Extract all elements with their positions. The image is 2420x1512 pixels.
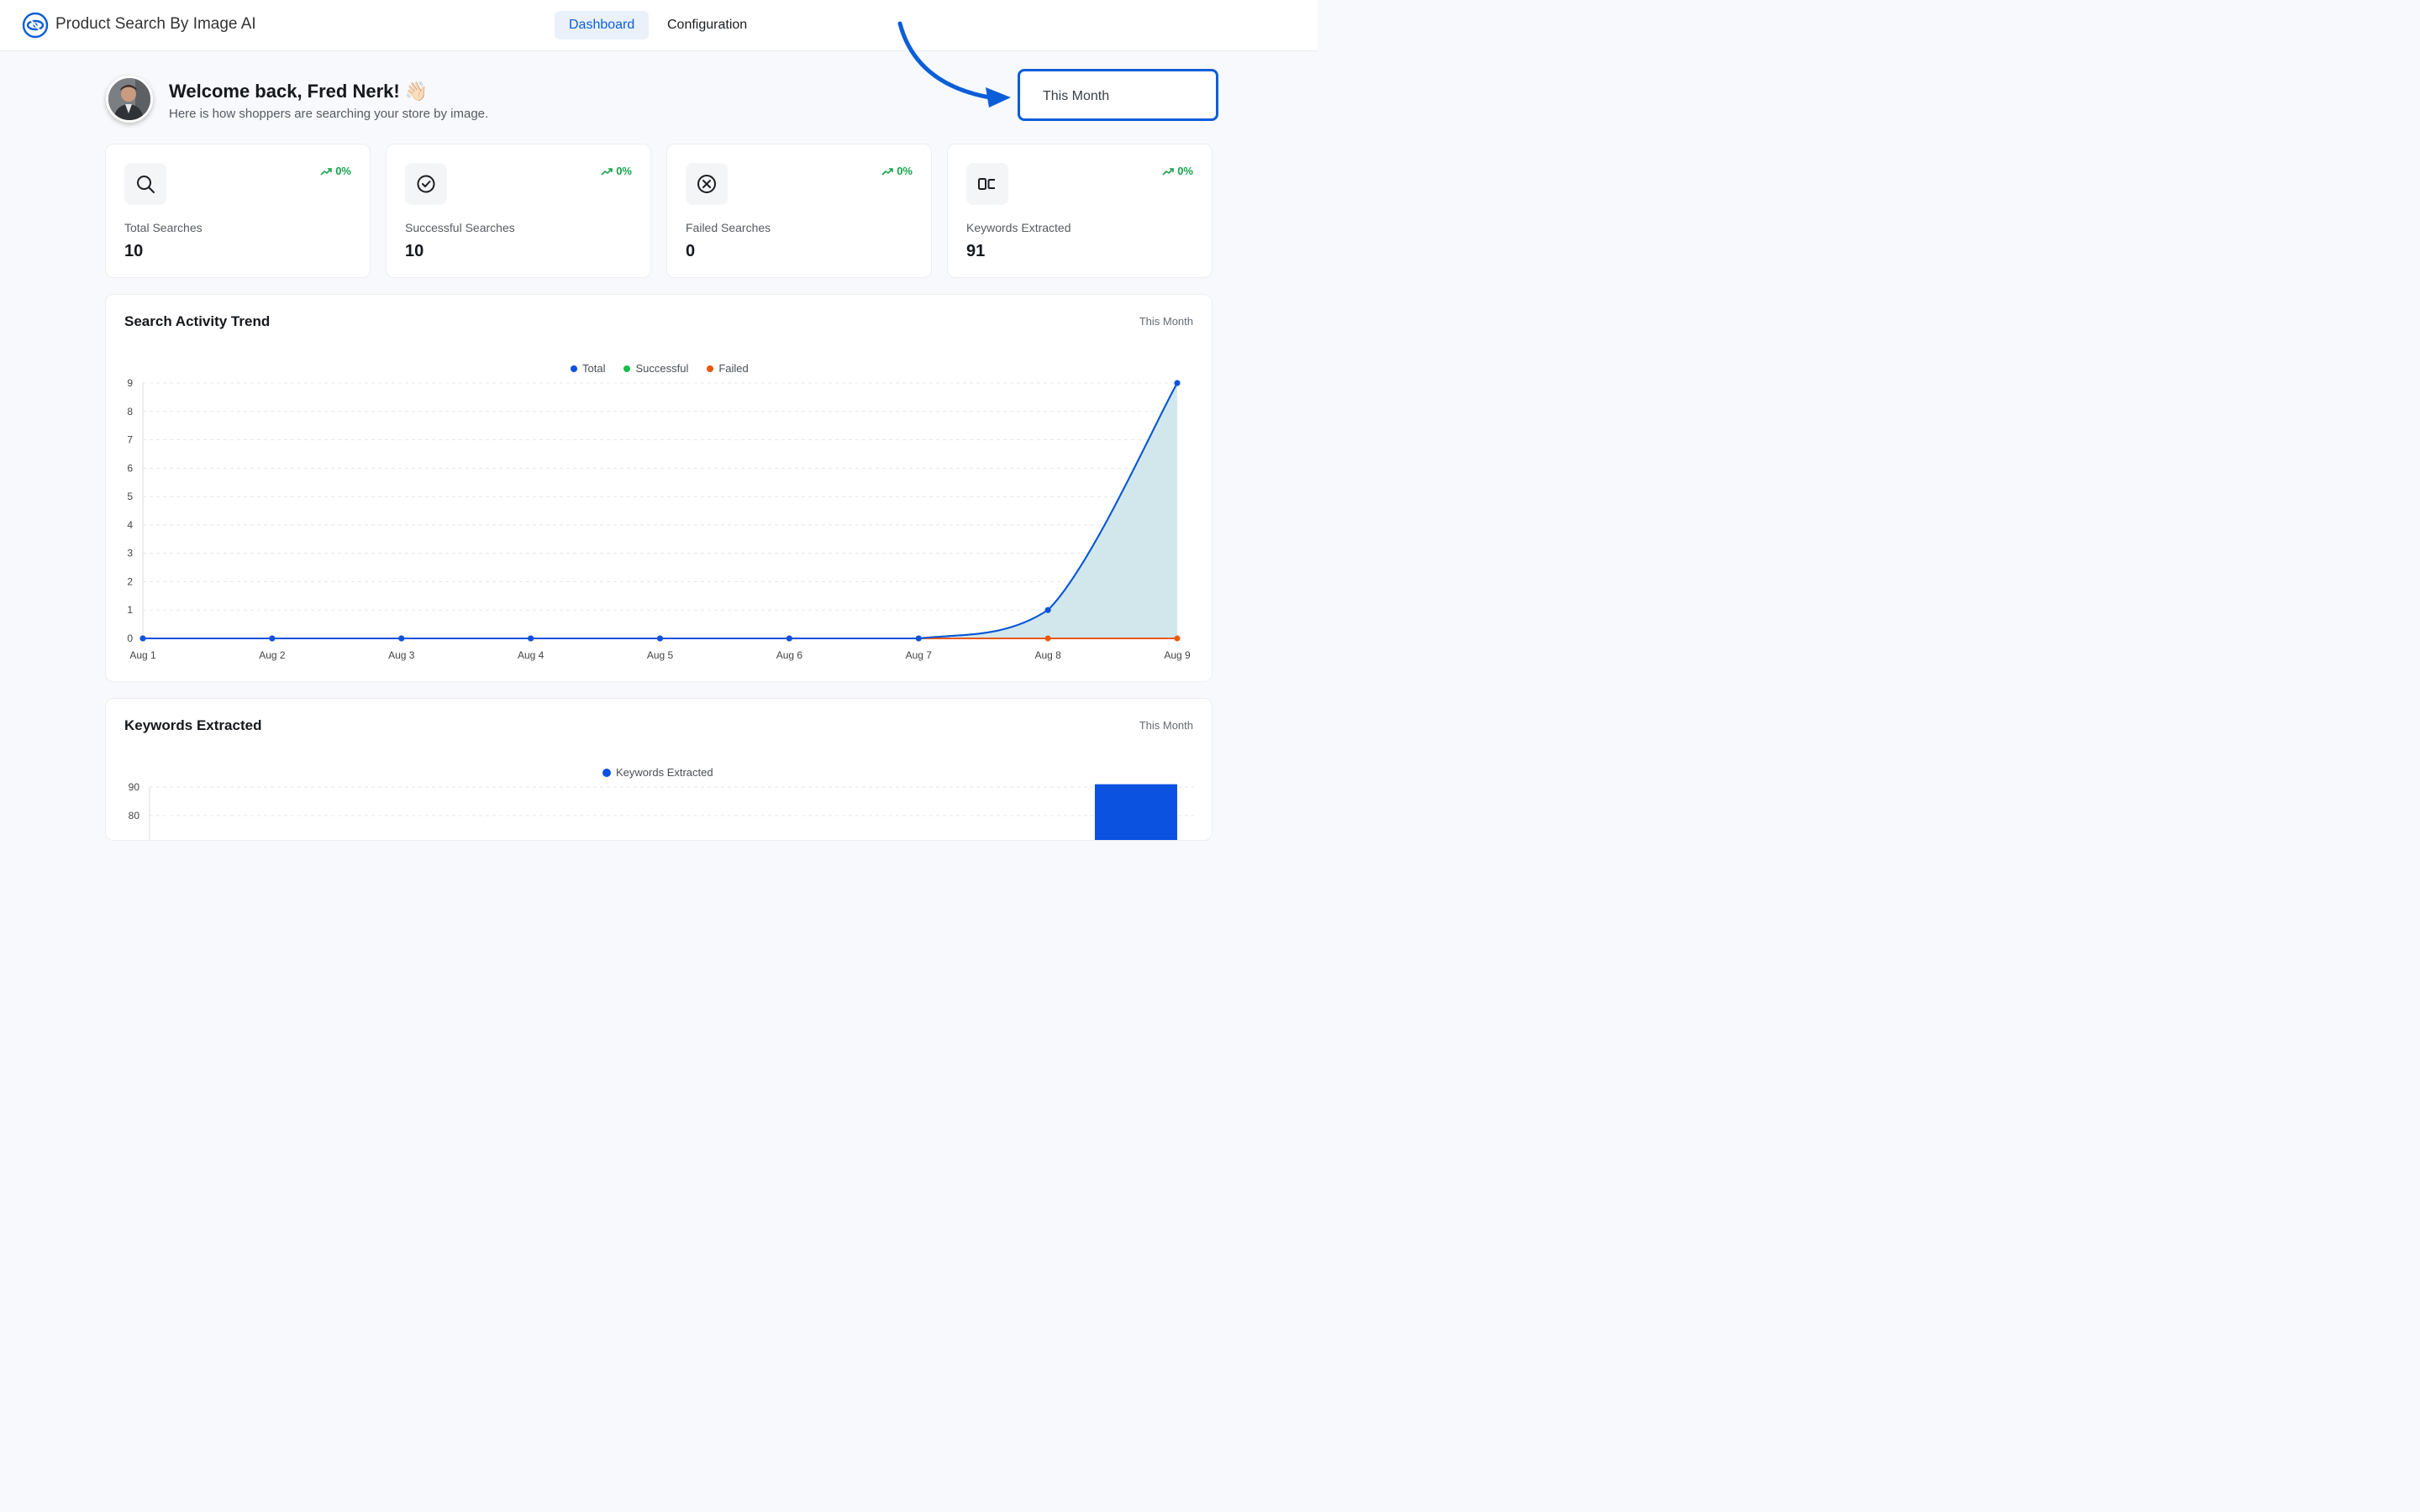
data-point-total bbox=[1044, 606, 1051, 613]
x-circle-icon bbox=[697, 175, 716, 193]
data-point-total bbox=[786, 635, 792, 642]
x-tick-label: Aug 4 bbox=[518, 649, 544, 661]
y-tick-label: 5 bbox=[127, 491, 133, 502]
x-tick-label: Aug 2 bbox=[259, 649, 286, 661]
data-point-failed bbox=[1044, 635, 1051, 642]
y-tick-label: 1 bbox=[127, 604, 133, 616]
y-tick-label: 4 bbox=[127, 519, 133, 531]
legend-item-total[interactable]: Total bbox=[571, 362, 605, 375]
top-bar: Product Search By Image AI Dashboard Con… bbox=[0, 0, 1318, 51]
panel-title: Keywords Extracted bbox=[124, 717, 262, 733]
stat-icon-box bbox=[966, 163, 1008, 205]
data-point-total bbox=[528, 635, 534, 642]
data-point-failed bbox=[1174, 635, 1181, 642]
stat-icon-box bbox=[124, 163, 166, 205]
trend-badge: 0% bbox=[1162, 165, 1193, 177]
legend-item-failed[interactable]: Failed bbox=[707, 362, 749, 375]
search-icon bbox=[137, 176, 155, 193]
tab-dashboard[interactable]: Dashboard bbox=[555, 11, 650, 39]
x-tick-label: Aug 5 bbox=[647, 649, 674, 661]
x-tick-label: Aug 8 bbox=[1034, 649, 1061, 661]
trend-badge: 0% bbox=[881, 165, 913, 177]
data-point-total bbox=[269, 635, 276, 642]
trend-up-icon bbox=[881, 167, 894, 176]
panel-title: Search Activity Trend bbox=[124, 313, 271, 329]
trend-up-icon bbox=[1162, 167, 1175, 176]
y-tick-label: 80 bbox=[129, 810, 140, 822]
avatar bbox=[106, 76, 153, 123]
series-line-successful bbox=[143, 382, 1178, 639]
stat-value: 10 bbox=[405, 242, 424, 260]
legend-item-keywords[interactable]: Keywords Extracted bbox=[602, 766, 713, 779]
search-activity-chart: 0 1 2 3 4 5 6 7 8 9 Aug 1 Aug 2 Aug 3 Aug 4 Aug 5 Aug 6… bbox=[127, 377, 1191, 661]
data-point-total bbox=[657, 635, 663, 642]
tab-configuration[interactable]: Configuration bbox=[667, 18, 748, 32]
user-avatar-icon bbox=[108, 78, 150, 120]
total-area bbox=[143, 383, 1177, 638]
check-circle-icon bbox=[417, 175, 435, 193]
trend-value: 0% bbox=[335, 165, 351, 177]
y-tick-label: 6 bbox=[127, 462, 133, 474]
y-tick-label: 9 bbox=[127, 377, 133, 389]
panel-range: This Month bbox=[1139, 315, 1193, 328]
stat-value: 10 bbox=[124, 242, 144, 260]
stat-card-total-searches: 0% Total Searches 10 bbox=[105, 144, 371, 278]
x-tick-label: Aug 1 bbox=[129, 649, 156, 661]
trend-value: 0% bbox=[616, 165, 632, 177]
date-range-select[interactable]: This Month bbox=[1018, 69, 1218, 121]
annotation-arrow-icon bbox=[897, 21, 1011, 108]
stat-label: Failed Searches bbox=[686, 221, 771, 234]
stat-card-successful-searches: 0% Successful Searches 10 bbox=[386, 144, 651, 278]
y-tick-label: 2 bbox=[127, 575, 133, 587]
x-tick-label: Aug 6 bbox=[776, 649, 803, 661]
keywords-panel: Keywords Extracted This Month Keywords E… bbox=[105, 698, 1213, 841]
y-tick-label: 0 bbox=[127, 633, 133, 644]
chart-legend: Total Successful Failed bbox=[571, 362, 749, 375]
stat-label: Keywords Extracted bbox=[966, 221, 1071, 234]
welcome-title: Welcome back, Fred Nerk! 👋🏻 bbox=[169, 81, 429, 102]
stat-value: 0 bbox=[686, 242, 696, 260]
stat-label: Total Searches bbox=[124, 221, 203, 234]
stat-value: 91 bbox=[966, 242, 986, 260]
y-tick-label: 3 bbox=[127, 548, 133, 559]
panel-range: This Month bbox=[1139, 719, 1193, 732]
stat-card-failed-searches: 0% Failed Searches 0 bbox=[666, 144, 932, 278]
y-tick-label: 8 bbox=[127, 406, 133, 417]
trend-value: 0% bbox=[1177, 165, 1193, 177]
stat-label: Successful Searches bbox=[405, 221, 515, 234]
x-tick-label: Aug 9 bbox=[1164, 649, 1191, 661]
legend-item-successful[interactable]: Successful bbox=[623, 362, 688, 375]
bar-keywords-extracted bbox=[1094, 784, 1177, 840]
x-tick-label: Aug 3 bbox=[388, 649, 415, 661]
welcome-subtitle: Here is how shoppers are searching your … bbox=[169, 107, 489, 121]
app-title: Product Search By Image AI bbox=[55, 15, 256, 33]
app-logo-icon bbox=[22, 12, 49, 39]
date-range-value: This Month bbox=[1043, 89, 1110, 103]
stat-card-keywords-extracted: 0% Keywords Extracted 91 bbox=[947, 144, 1213, 278]
trend-badge: 0% bbox=[601, 165, 632, 177]
keywords-chart: 80 90 bbox=[129, 781, 1194, 840]
ocr-icon bbox=[978, 178, 995, 190]
data-point-total bbox=[139, 635, 146, 642]
data-point-total bbox=[1174, 380, 1181, 386]
y-tick-label: 7 bbox=[127, 434, 133, 446]
data-point-total bbox=[915, 635, 922, 642]
trend-value: 0% bbox=[897, 165, 913, 177]
search-activity-panel: Search Activity Trend This Month Total S… bbox=[105, 294, 1213, 682]
chart-legend: Keywords Extracted bbox=[602, 766, 713, 779]
trend-badge: 0% bbox=[320, 165, 351, 177]
trend-up-icon bbox=[601, 167, 613, 176]
stat-icon-box bbox=[686, 163, 728, 205]
x-tick-label: Aug 7 bbox=[906, 649, 933, 661]
series-line-total bbox=[143, 382, 1178, 639]
y-tick-label: 90 bbox=[129, 781, 140, 793]
stat-icon-box bbox=[405, 163, 447, 205]
trend-up-icon bbox=[320, 167, 333, 176]
data-point-total bbox=[398, 635, 405, 642]
